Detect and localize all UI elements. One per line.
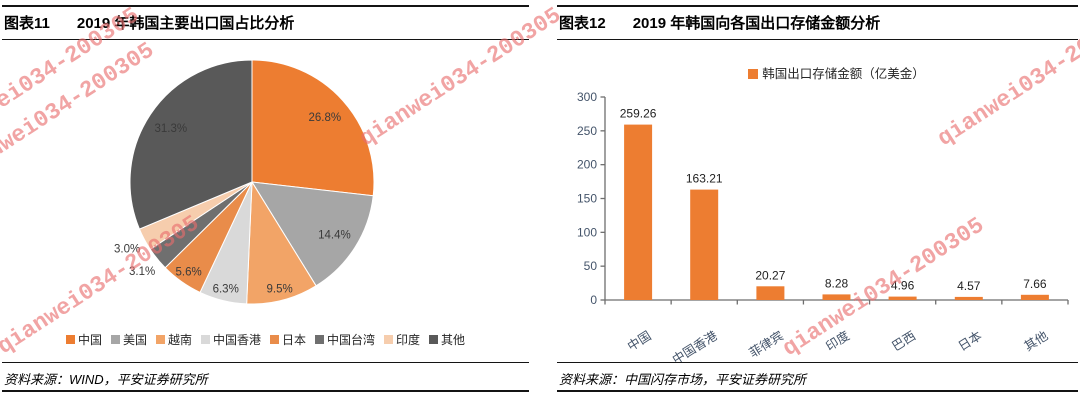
pie-legend-item-印度: 印度 bbox=[384, 331, 420, 348]
legend-swatch bbox=[429, 335, 439, 344]
legend-label: 日本 bbox=[282, 333, 307, 347]
y-tick-label: 50 bbox=[584, 259, 598, 273]
figure-label: 图表12 bbox=[559, 15, 606, 32]
pie-legend-item-中国: 中国 bbox=[65, 331, 102, 348]
y-tick-label: 150 bbox=[577, 192, 597, 206]
legend-swatch bbox=[155, 335, 165, 344]
legend-label: 中国 bbox=[77, 333, 102, 347]
figure-title: 2019 年韩国主要出口国占比分析 bbox=[76, 15, 295, 32]
bar-chart-panel: 图表12 2019 年韩国向各国出口存储金额分析 韩国出口存储金额（亿美金） 0 5… bbox=[557, 0, 1078, 400]
pie-value-label: 14.4% bbox=[318, 229, 351, 241]
legend-label: 其他 bbox=[441, 333, 466, 347]
bar-印度[interactable] bbox=[822, 294, 851, 300]
bar-日本[interactable] bbox=[954, 296, 983, 300]
bar-菲律宾[interactable] bbox=[756, 286, 785, 300]
legend-swatch bbox=[110, 335, 120, 344]
figure-title: 2019 年韩国向各国出口存储金额分析 bbox=[632, 15, 881, 32]
pie-legend-item-美国: 美国 bbox=[110, 331, 147, 348]
pie-legend-item-中国香港: 中国香港 bbox=[200, 331, 261, 348]
x-tick-label: 巴西 bbox=[890, 329, 919, 354]
bar-其他[interactable] bbox=[1020, 294, 1049, 300]
pie-value-label: 31.3% bbox=[154, 123, 187, 135]
bar-value-label: 7.66 bbox=[1023, 277, 1047, 291]
pie-value-label: 6.3% bbox=[213, 284, 239, 296]
pie-slice-中国[interactable] bbox=[251, 59, 375, 197]
bar-中国[interactable] bbox=[624, 124, 653, 300]
bar-legend: 韩国出口存储金额（亿美金） bbox=[605, 63, 1068, 82]
bar-value-label: 4.57 bbox=[957, 279, 981, 293]
pie-value-label: 9.5% bbox=[266, 283, 292, 295]
y-tick-label: 250 bbox=[577, 124, 597, 138]
x-tick-label: 其他 bbox=[1022, 328, 1051, 353]
source-note-right: 资料来源：中国闪存市场，平安证券研究所 bbox=[557, 362, 1078, 392]
bar-chart: 0 50 100 150 200 250 300 259.26 中国 163.21 中国香港 20.2… bbox=[577, 90, 1069, 366]
legend-label: 中国台湾 bbox=[327, 333, 376, 347]
x-tick-label: 日本 bbox=[956, 328, 985, 353]
y-tick-label: 200 bbox=[577, 158, 597, 172]
pie-legend-item-日本: 日本 bbox=[270, 331, 306, 348]
source-note-left: 资料来源：WIND，平安证券研究所 bbox=[2, 362, 529, 392]
pie-value-label: 3.0% bbox=[114, 244, 140, 256]
pie-legend: 中国 美国 越南 中国香港 日本 中国台湾 印度 其他 bbox=[2, 331, 529, 348]
bar-巴西[interactable] bbox=[888, 296, 917, 300]
figure-label: 图表11 bbox=[4, 15, 50, 32]
x-tick-label: 中国香港 bbox=[669, 328, 720, 366]
legend-swatch bbox=[200, 335, 210, 344]
pie-chart-panel: 图表11 2019 年韩国主要出口国占比分析 26.8% 14.4% 9.5% 6.3%… bbox=[2, 0, 529, 400]
pie-legend-item-越南: 越南 bbox=[155, 331, 192, 348]
pie-legend-item-其他: 其他 bbox=[429, 331, 465, 348]
pie-slice-其他[interactable] bbox=[129, 59, 253, 230]
x-tick-label: 菲律宾 bbox=[746, 328, 786, 361]
pie-legend-item-中国台湾: 中国台湾 bbox=[315, 331, 375, 348]
legend-label: 印度 bbox=[396, 333, 421, 347]
bar-chart-title-bar: 图表12 2019 年韩国向各国出口存储金额分析 bbox=[557, 5, 1078, 40]
legend-label: 越南 bbox=[167, 333, 192, 347]
bar-value-label: 259.26 bbox=[620, 107, 657, 121]
pie-chart: 26.8% 14.4% 9.5% 6.3% 5.6% 3.1% 3.0% 31.3% bbox=[114, 59, 375, 305]
pie-chart-title-bar: 图表11 2019 年韩国主要出口国占比分析 bbox=[2, 5, 529, 40]
bar-中国香港[interactable] bbox=[690, 189, 719, 300]
x-tick-label: 中国 bbox=[625, 328, 654, 354]
legend-swatch bbox=[270, 335, 279, 344]
legend-label: 美国 bbox=[122, 333, 147, 347]
bar-value-label: 8.28 bbox=[825, 276, 849, 290]
bar-value-label: 163.21 bbox=[686, 172, 723, 186]
x-tick-label: 印度 bbox=[823, 328, 853, 354]
legend-swatch bbox=[748, 69, 759, 79]
legend-swatch bbox=[65, 335, 75, 344]
legend-swatch bbox=[384, 335, 394, 344]
y-tick-label: 300 bbox=[577, 90, 597, 104]
pie-slice-美国[interactable] bbox=[251, 181, 374, 287]
pie-value-label: 5.6% bbox=[175, 267, 201, 279]
pie-value-label: 26.8% bbox=[308, 112, 341, 124]
y-tick-label: 0 bbox=[590, 293, 597, 307]
bar-value-label: 4.96 bbox=[891, 279, 915, 293]
legend-swatch bbox=[315, 335, 325, 344]
pie-value-label: 3.1% bbox=[129, 266, 155, 278]
y-tick-label: 100 bbox=[577, 225, 597, 239]
bar-legend-label: 韩国出口存储金额（亿美金） bbox=[762, 67, 925, 81]
legend-label: 中国香港 bbox=[212, 333, 261, 347]
bar-value-label: 20.27 bbox=[755, 268, 785, 282]
